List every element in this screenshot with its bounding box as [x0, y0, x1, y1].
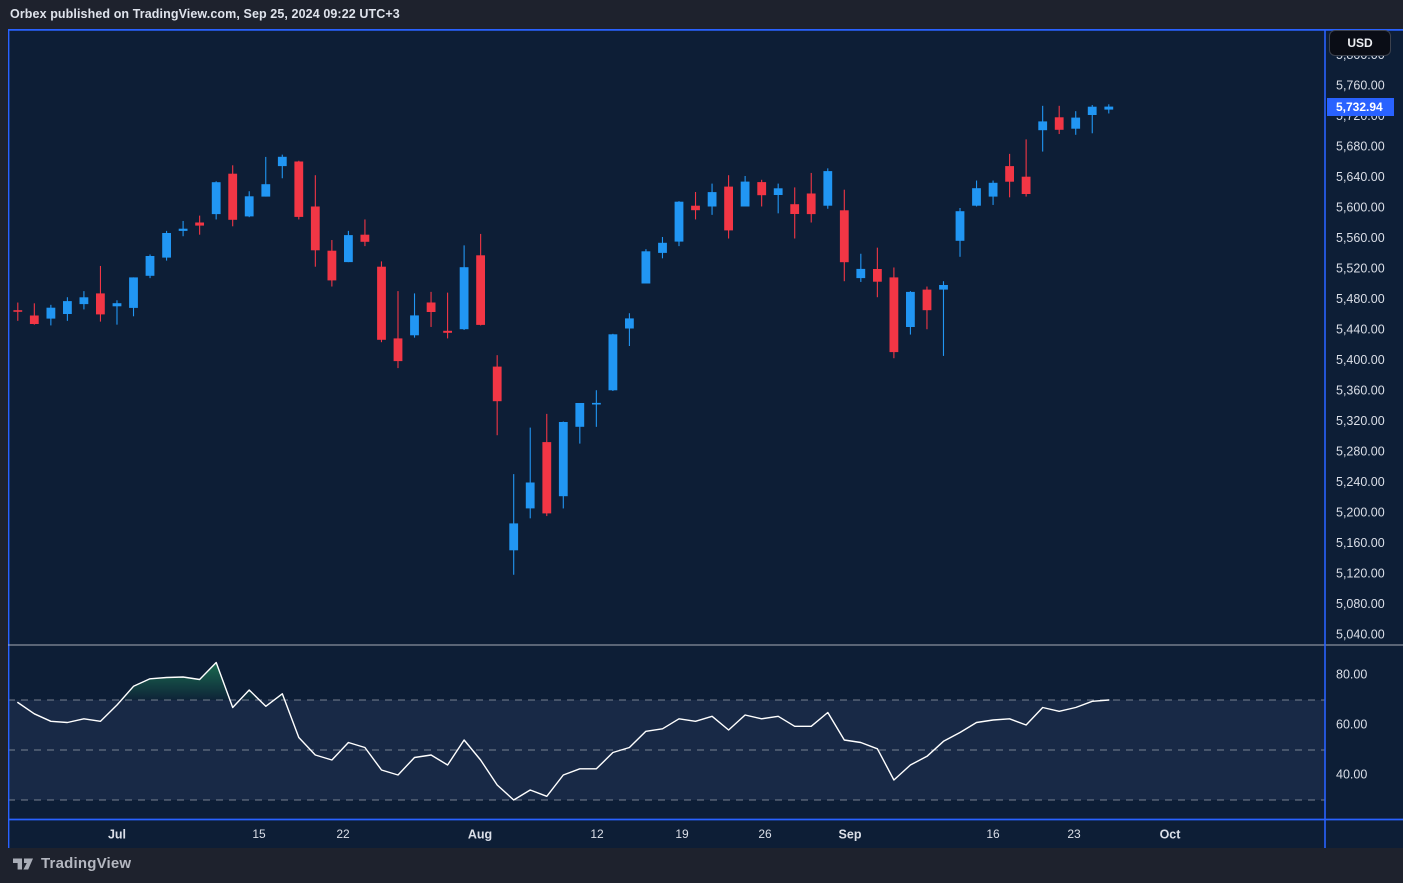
price-tick-label: 5,400.00 — [1336, 353, 1385, 367]
tradingview-attribution[interactable]: TradingView — [12, 855, 131, 872]
chart-background — [8, 29, 1403, 848]
time-tick-label-15: 15 — [252, 827, 266, 841]
price-tick-label: 5,680.00 — [1336, 139, 1385, 153]
price-tick-label: 5,320.00 — [1336, 414, 1385, 428]
time-tick-label-16: 16 — [986, 827, 1000, 841]
currency-usd-button[interactable]: USD — [1329, 30, 1391, 56]
rsi-tick-label: 80.00 — [1336, 667, 1367, 681]
price-tick-label: 5,200.00 — [1336, 505, 1385, 519]
price-tick-label: 5,600.00 — [1336, 200, 1385, 214]
price-tick-label: 5,560.00 — [1336, 231, 1385, 245]
time-tick-label-26: 26 — [758, 827, 772, 841]
price-tick-label: 5,480.00 — [1336, 292, 1385, 306]
time-tick-label-Sep: Sep — [839, 827, 862, 841]
price-tick-label: 5,080.00 — [1336, 597, 1385, 611]
time-tick-label-22: 22 — [336, 827, 350, 841]
tradingview-logo-text: TradingView — [41, 855, 132, 872]
price-axis-labels[interactable]: 5,800.005,760.005,720.005,680.005,640.00… — [1336, 48, 1385, 642]
time-tick-label-Oct: Oct — [1160, 827, 1182, 841]
publish-attribution: Orbex published on TradingView.com, Sep … — [10, 7, 400, 21]
time-tick-label-19: 19 — [675, 827, 689, 841]
price-tick-label: 5,120.00 — [1336, 566, 1385, 580]
candles-layer — [13, 104, 1114, 575]
price-tick-label: 5,040.00 — [1336, 627, 1385, 641]
price-tick-label: 5,240.00 — [1336, 475, 1385, 489]
chart-canvas[interactable]: 5,800.005,760.005,720.005,680.005,640.00… — [8, 29, 1403, 848]
rsi-layer — [17, 661, 1110, 801]
price-tick-label: 5,520.00 — [1336, 261, 1385, 275]
last-price-badge: 5,732.94 — [1327, 98, 1394, 116]
tradingview-logo-icon — [13, 858, 33, 869]
price-tick-label: 5,280.00 — [1336, 444, 1385, 458]
rsi-axis-labels: 80.00 60.00 40.00 — [1336, 667, 1367, 781]
time-tick-label-12: 12 — [590, 827, 604, 841]
price-tick-label: 5,160.00 — [1336, 536, 1385, 550]
price-tick-label: 5,440.00 — [1336, 322, 1385, 336]
price-tick-label: 5,760.00 — [1336, 78, 1385, 92]
price-tick-label: 5,640.00 — [1336, 170, 1385, 184]
time-tick-label-23: 23 — [1067, 827, 1081, 841]
rsi-line — [17, 661, 1110, 801]
rsi-tick-label: 40.00 — [1336, 767, 1367, 781]
time-axis-labels[interactable]: Jul 15 22 Aug 12 19 26 Sep 16 23 Oct — [108, 827, 1181, 841]
rsi-tick-label: 60.00 — [1336, 717, 1367, 731]
frame-lines — [8, 29, 1403, 848]
price-tick-label: 5,360.00 — [1336, 383, 1385, 397]
time-tick-label-Aug: Aug — [468, 827, 492, 841]
time-tick-label-Jul: Jul — [108, 827, 126, 841]
